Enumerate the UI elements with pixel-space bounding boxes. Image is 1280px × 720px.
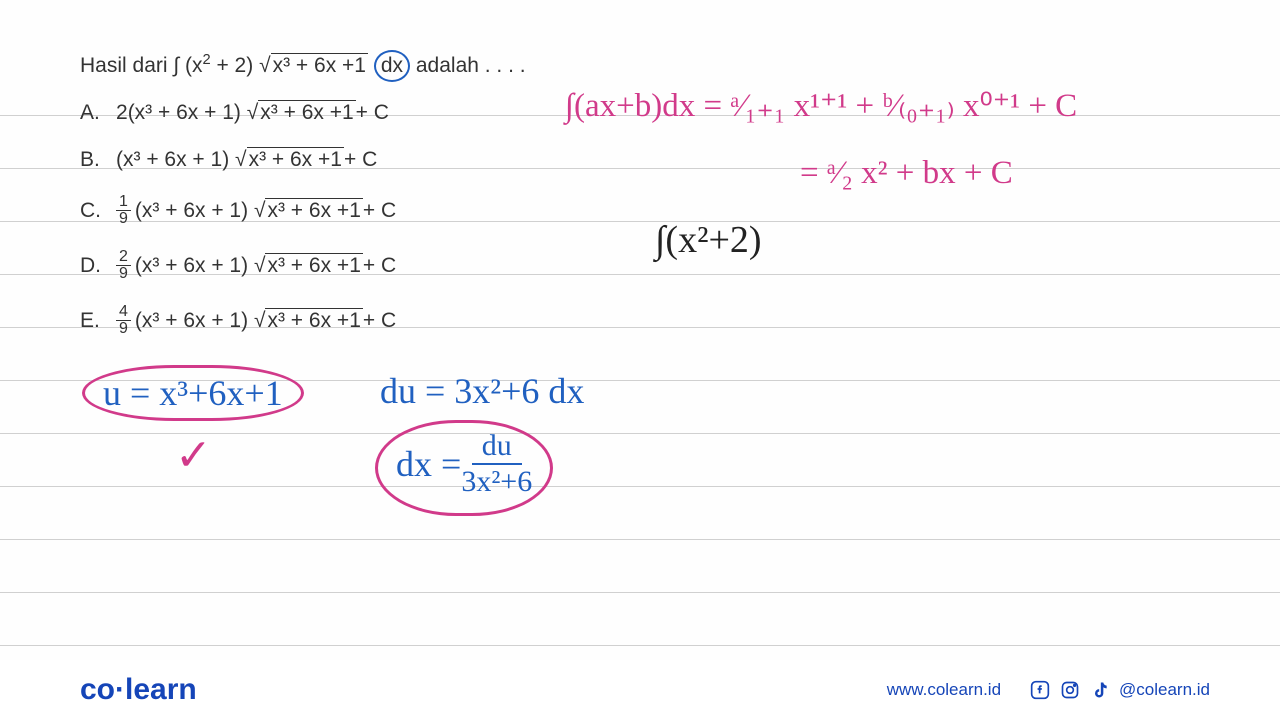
handwriting-pink-line1: ∫(ax+b)dx = ᵃ⁄₁₊₁ x¹⁺¹ + ᵇ⁄₍₀₊₁₎ x⁰⁺¹ + …	[565, 85, 1077, 125]
handwriting-pink-line2: = ᵃ⁄₂ x² + bx + C	[800, 155, 1013, 192]
question-text: Hasil dari ∫ (x2 + 2) √x³ + 6x +1 dx ada…	[80, 50, 1280, 82]
handwriting-dx-group: dx = du 3x²+6	[375, 420, 553, 516]
handwriting-dx-num: du	[472, 429, 522, 465]
question-prefix: Hasil dari ∫ (x	[80, 54, 202, 77]
option-a-poly: (x³ + 6x + 1) √	[128, 101, 259, 125]
option-a-coef: 2	[116, 101, 128, 125]
option-e-den: 9	[116, 321, 131, 337]
handwriting-dx-circle: dx = du 3x²+6	[375, 420, 553, 516]
brand-logo: co·learn	[80, 673, 197, 707]
option-d-rad: x³ + 6x +1	[265, 253, 362, 278]
footer-right: www.colearn.id @colearn.id	[887, 679, 1210, 701]
handwriting-blue-du: du = 3x²+6 dx	[380, 370, 584, 412]
option-d-den: 9	[116, 266, 131, 282]
option-c-num: 1	[116, 194, 131, 211]
footer: co·learn www.colearn.id @colearn.id	[0, 660, 1280, 720]
option-c-rad: x³ + 6x +1	[265, 198, 362, 223]
option-c-frac: 1 9	[116, 194, 131, 227]
logo-part1: co	[80, 673, 115, 706]
option-d-frac: 2 9	[116, 249, 131, 282]
logo-part2: learn	[125, 673, 197, 706]
facebook-icon	[1029, 679, 1051, 701]
option-c-letter: C.	[80, 199, 116, 223]
option-d-letter: D.	[80, 254, 116, 278]
option-e-rad: x³ + 6x +1	[265, 308, 362, 333]
option-d-tail: + C	[363, 254, 396, 278]
footer-url: www.colearn.id	[887, 680, 1001, 700]
main-content: Hasil dari ∫ (x2 + 2) √x³ + 6x +1 dx ada…	[0, 0, 1280, 337]
option-c-poly: (x³ + 6x + 1) √	[135, 199, 266, 223]
question-sup1: 2	[202, 52, 210, 68]
option-b: B. (x³ + 6x + 1) √x³ + 6x +1 + C	[80, 147, 1280, 172]
tiktok-icon	[1089, 679, 1111, 701]
handwriting-check: ✓	[175, 430, 212, 481]
dx-circled: dx	[374, 50, 410, 82]
option-a-tail: + C	[356, 101, 389, 125]
option-b-rad: x³ + 6x +1	[247, 147, 344, 172]
option-a-letter: A.	[80, 101, 116, 125]
question-suffix: adalah . . . .	[416, 54, 526, 77]
option-d-num: 2	[116, 249, 131, 266]
handwriting-dx-prefix: dx =	[396, 443, 461, 485]
option-e-frac: 4 9	[116, 304, 131, 337]
option-b-letter: B.	[80, 148, 116, 172]
option-e-poly: (x³ + 6x + 1) √	[135, 309, 266, 333]
option-a-rad: x³ + 6x +1	[258, 100, 355, 125]
question-mid: + 2) √	[211, 54, 271, 77]
option-d-poly: (x³ + 6x + 1) √	[135, 254, 266, 278]
option-c-tail: + C	[363, 199, 396, 223]
social-icons: @colearn.id	[1029, 679, 1210, 701]
option-e-num: 4	[116, 304, 131, 321]
footer-handle: @colearn.id	[1119, 680, 1210, 700]
handwriting-dx-frac: du 3x²+6	[461, 429, 532, 499]
option-c-den: 9	[116, 211, 131, 227]
handwriting-black-int: ∫(x²+2)	[655, 218, 762, 262]
option-e: E. 4 9 (x³ + 6x + 1) √x³ + 6x +1 + C	[80, 304, 1280, 337]
option-e-tail: + C	[363, 309, 396, 333]
instagram-icon	[1059, 679, 1081, 701]
option-e-letter: E.	[80, 309, 116, 333]
option-b-tail: + C	[344, 148, 377, 172]
option-b-poly: (x³ + 6x + 1) √	[116, 148, 247, 172]
handwriting-dx-den: 3x²+6	[461, 465, 532, 499]
handwriting-u-group: u = x³+6x+1	[82, 365, 304, 421]
handwriting-blue-u: u = x³+6x+1	[82, 365, 304, 421]
question-radicand: x³ + 6x +1	[271, 53, 368, 77]
